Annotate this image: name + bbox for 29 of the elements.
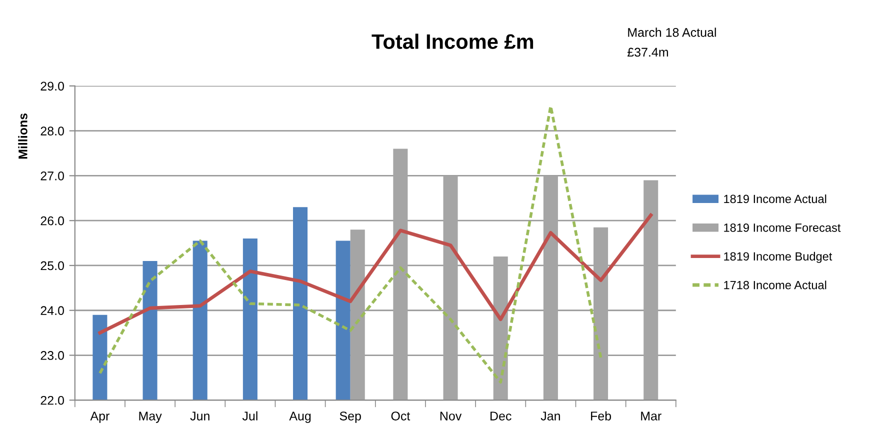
y-axis-title: Millions (18, 113, 28, 159)
y-tick-label: 26.0 (40, 216, 64, 226)
x-tick-label: Sep (340, 412, 361, 423)
legend-label: 1819 Income Forecast (724, 223, 841, 232)
line-series (98, 213, 653, 335)
x-tick-label: Dec (490, 412, 512, 420)
legend-label: 1819 Income Actual (724, 194, 826, 204)
x-tick-label: Aug (289, 412, 311, 423)
x-tick-label: Jul (242, 411, 258, 420)
y-tick-label: 28.0 (40, 126, 64, 136)
y-tick-label: 27.0 (40, 172, 64, 180)
x-tick-label: Jan (540, 412, 560, 420)
y-tick-label: 29.0 (40, 82, 64, 91)
x-tick-label: Jun (190, 412, 210, 420)
y-tick-label: 24.0 (40, 306, 64, 316)
x-tick-label: Nov (440, 412, 462, 420)
x-tick-label: May (139, 412, 162, 423)
line-series (98, 104, 602, 384)
y-tick-label: 25.0 (40, 261, 64, 270)
chart-title: Total Income £m (372, 34, 534, 49)
y-tick-label: 23.0 (40, 351, 64, 360)
legend-label: 1718 Income Actual (724, 280, 826, 290)
x-tick-label: Feb (591, 411, 612, 420)
x-tick-label: Oct (391, 412, 410, 420)
x-tick-label: Mar (641, 412, 662, 420)
text: March 18 Actual £37.4m (627, 28, 716, 57)
y-tick-label: 22.0 (40, 396, 64, 405)
legend-label: 1819 Income Budget (724, 252, 832, 263)
x-tick-label: Apr (90, 412, 110, 423)
